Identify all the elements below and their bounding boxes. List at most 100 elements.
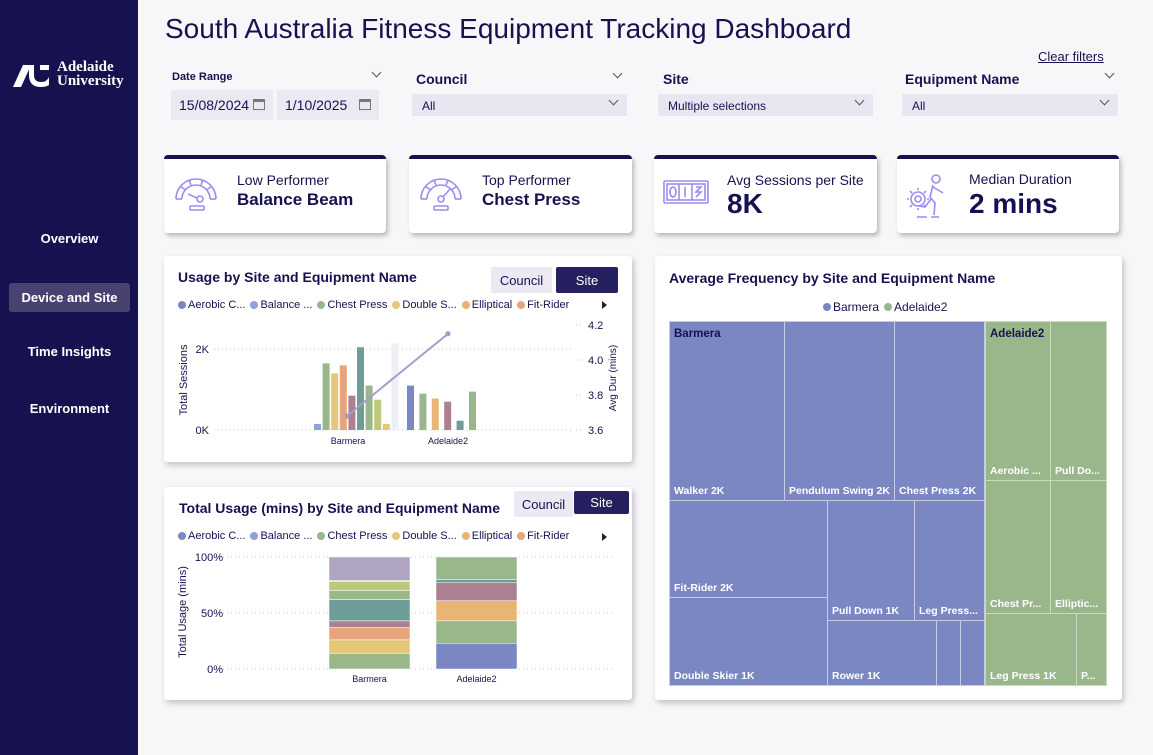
bar: [456, 420, 464, 430]
equipment-label: Equipment Name: [905, 71, 1020, 87]
calendar-icon[interactable]: [359, 99, 371, 110]
legend-label: Double S...: [402, 299, 457, 311]
sidebar-item-overview[interactable]: Overview: [40, 231, 99, 246]
equipment-dropdown[interactable]: All: [902, 94, 1118, 116]
kpi-median-duration: Median Duration 2 mins: [897, 155, 1119, 233]
treemap-cell[interactable]: Fit-Rider 2K: [669, 500, 828, 598]
legend-item[interactable]: Double S...: [392, 299, 457, 311]
chevron-down-icon: [1099, 95, 1110, 106]
legend-item[interactable]: Aerobic C...: [178, 530, 245, 542]
legend-item[interactable]: Fit-Rider: [517, 299, 569, 311]
site-dropdown[interactable]: Multiple selections: [658, 94, 873, 116]
treemap-cell[interactable]: Pull Do...: [1050, 321, 1107, 481]
treemap-cell-label: Leg Press...: [919, 605, 978, 617]
line-point: [344, 413, 350, 419]
treemap-cell[interactable]: Chest Pr...: [985, 480, 1051, 614]
y-tick-label: 0K: [196, 425, 210, 437]
equipment-value: All: [912, 99, 926, 113]
legend-label: Fit-Rider: [527, 299, 570, 311]
usage-chart-card: Usage by Site and Equipment Name Council…: [164, 256, 632, 462]
x-tick-label: Barmera: [331, 436, 366, 446]
y2-axis-label: Avg Dur (mins): [608, 345, 619, 412]
legend-item[interactable]: Elliptical: [461, 299, 512, 311]
clear-filters-link[interactable]: Clear filters: [1038, 49, 1104, 64]
treemap-cell[interactable]: [936, 620, 961, 686]
treemap-cell[interactable]: Pull Down 1K: [827, 500, 915, 621]
total-usage-chart-plot: 0% 50% 100% Total Usage (mins) Barmera Adelai…: [177, 552, 614, 684]
treemap: Barmera Walker 2K Pendulum Swing 2K Ches…: [669, 321, 1107, 686]
treemap-cell[interactable]: Leg Press 1K: [985, 613, 1077, 686]
chevron-down-icon: [608, 95, 619, 106]
y-tick-label: 50%: [201, 608, 223, 620]
treemap-cell-label: Rower 1K: [832, 670, 881, 682]
runner-gear-icon: [907, 174, 944, 218]
line-point: [445, 331, 451, 337]
treemap-cell-label: Double Skier 1K: [674, 670, 755, 682]
legend-label: Chest Press: [327, 530, 388, 542]
council-value: All: [422, 99, 436, 113]
legend-item[interactable]: Chest Press: [317, 299, 387, 311]
treemap-cell[interactable]: Leg Press...: [914, 500, 985, 621]
end-date-input[interactable]: 1/10/2025: [277, 90, 379, 120]
treemap-cell[interactable]: Adelaide2 Aerobic ...: [985, 321, 1051, 481]
sidebar-item-time-insights[interactable]: Time Insights: [27, 344, 112, 359]
legend-dot: [317, 532, 326, 540]
council-chevron-icon[interactable]: [612, 68, 623, 79]
stack-segment: [328, 590, 411, 600]
bar: [407, 385, 414, 430]
sidebar-item-environment[interactable]: Environment: [29, 401, 110, 416]
treemap-cell[interactable]: Barmera Walker 2K: [669, 321, 785, 501]
y-tick-label: 100%: [195, 552, 223, 564]
legend-item[interactable]: Balance ...: [250, 299, 312, 311]
usage-chart-title: Usage by Site and Equipment Name: [178, 269, 417, 285]
treemap-cell-label: Chest Pr...: [990, 598, 1042, 610]
legend-next-arrow-icon[interactable]: [602, 533, 607, 541]
total-usage-chart-card: Total Usage (mins) by Site and Equipment…: [164, 487, 632, 700]
y2-tick-label: 4.0: [588, 355, 603, 367]
treemap-cell[interactable]: Chest Press 2K: [894, 321, 985, 501]
legend-item[interactable]: Adelaide2: [884, 300, 947, 314]
bar: [469, 391, 476, 430]
treemap-cell[interactable]: Double Skier 1K: [669, 597, 828, 686]
council-toggle-button[interactable]: Council: [514, 491, 573, 517]
date-range-chevron-icon[interactable]: [371, 67, 382, 78]
treemap-cell[interactable]: Pendulum Swing 2K: [784, 321, 895, 501]
site-toggle-button[interactable]: Site: [556, 267, 618, 293]
legend-item[interactable]: Barmera: [823, 300, 879, 314]
logo-line-1: Adelaide: [57, 59, 114, 75]
council-dropdown[interactable]: All: [412, 94, 627, 116]
legend-item[interactable]: Double S...: [392, 530, 457, 542]
kpi-value: Balance Beam: [237, 190, 354, 209]
legend-item[interactable]: Elliptical: [461, 530, 512, 542]
y2-tick-label: 3.6: [588, 425, 603, 437]
calendar-icon[interactable]: [253, 99, 265, 110]
counter-icon: [663, 180, 709, 204]
legend-dot: [178, 532, 186, 540]
legend-item[interactable]: Balance ...: [250, 530, 312, 542]
equipment-chevron-icon[interactable]: [1104, 68, 1115, 79]
legend-item[interactable]: Chest Press: [317, 530, 387, 542]
treemap-cell[interactable]: [960, 620, 985, 686]
start-date-input[interactable]: 15/08/2024: [171, 90, 273, 120]
treemap-group-label: Adelaide2: [990, 328, 1045, 340]
avg-frequency-legend: Barmera Adelaide2: [823, 300, 947, 314]
legend-label: Fit-Rider: [527, 530, 570, 542]
legend-item[interactable]: Aerobic C...: [178, 299, 245, 311]
site-toggle-button[interactable]: Site: [574, 491, 629, 514]
x-tick-label: Adelaide2: [456, 674, 496, 684]
university-logo: Adelaide University: [13, 59, 124, 89]
stack-segment: [435, 600, 518, 622]
treemap-cell[interactable]: P...: [1076, 613, 1107, 686]
treemap-cell[interactable]: Elliptic...: [1050, 480, 1107, 614]
bar: [431, 398, 439, 430]
treemap-cell[interactable]: Rower 1K: [827, 620, 937, 686]
stack-segment: [435, 642, 518, 670]
treemap-cell-label: Elliptic...: [1055, 598, 1099, 610]
bar: [314, 423, 321, 430]
legend-next-arrow-icon[interactable]: [602, 301, 607, 309]
bar: [374, 399, 382, 430]
council-toggle-button[interactable]: Council: [491, 267, 552, 293]
legend-item[interactable]: Fit-Rider: [517, 530, 569, 542]
sidebar-item-device-and-site[interactable]: Device and Site: [9, 283, 130, 312]
treemap-cell-label: Fit-Rider 2K: [674, 582, 734, 594]
